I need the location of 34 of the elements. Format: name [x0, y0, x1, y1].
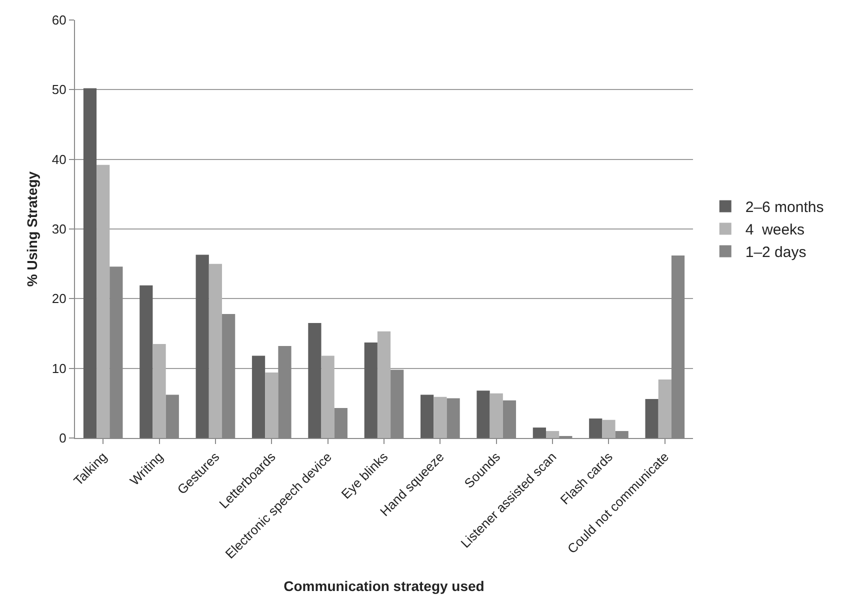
bar	[196, 254, 209, 438]
legend-label: 1–2 days	[745, 244, 806, 262]
y-tick-label: 40	[52, 152, 66, 167]
bar	[152, 344, 166, 438]
bar	[364, 342, 378, 438]
bar	[377, 331, 391, 438]
y-tick-label: 20	[52, 291, 66, 306]
bar	[658, 379, 672, 438]
bar	[265, 372, 278, 438]
y-tick-label: 60	[52, 12, 66, 28]
y-tick-label: 10	[52, 360, 66, 376]
bar	[532, 428, 546, 438]
bar	[140, 285, 153, 438]
bar	[208, 264, 222, 438]
bar	[602, 420, 616, 438]
x-axis-title: Communication strategy used	[284, 578, 484, 594]
bar	[308, 323, 322, 438]
bar	[546, 431, 560, 438]
legend-label: 4 weeks	[745, 222, 805, 239]
y-tick-label: 30	[52, 222, 66, 237]
bar	[96, 164, 110, 438]
legend-label: 2–6 months	[745, 199, 824, 216]
bar	[83, 88, 97, 438]
bar	[321, 356, 334, 438]
bar	[420, 394, 434, 438]
bar	[645, 398, 658, 438]
bar	[490, 393, 503, 438]
bar	[476, 390, 490, 438]
bar	[252, 356, 266, 438]
bar	[589, 418, 602, 438]
y-tick-label: 0	[59, 430, 66, 446]
y-tick-label: 50	[52, 82, 66, 98]
bar	[434, 396, 447, 438]
y-axis-title: % Using Strategy	[24, 171, 40, 287]
